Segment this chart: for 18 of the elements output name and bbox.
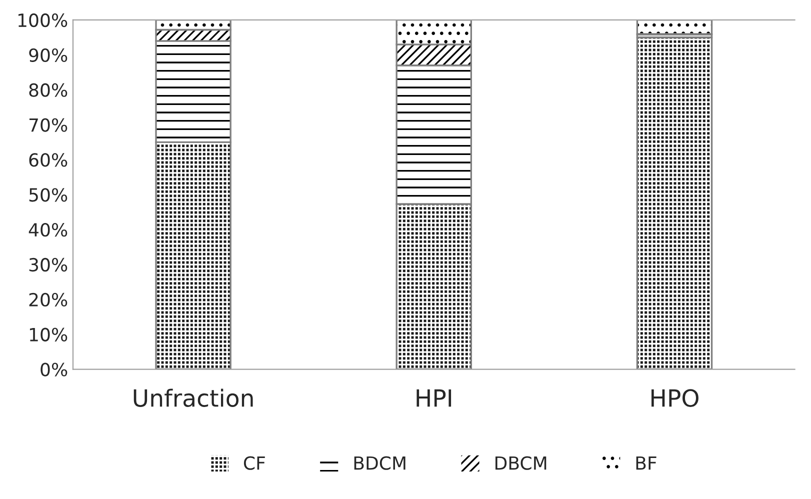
legend-label: DBCM bbox=[496, 456, 546, 470]
x-tick-label: HPI bbox=[416, 389, 452, 407]
y-tick-label: 50% bbox=[29, 188, 68, 202]
y-tick-label: 80% bbox=[29, 83, 68, 97]
y-tick-label: 0% bbox=[40, 362, 68, 376]
y-tick-label: 30% bbox=[29, 258, 68, 272]
legend-label: CF bbox=[244, 456, 265, 470]
y-tick-label: 10% bbox=[30, 328, 68, 342]
y-tick-label: 40% bbox=[28, 223, 68, 237]
x-tick-label: Unfraction bbox=[134, 388, 253, 407]
y-tick-label: 100% bbox=[18, 13, 68, 28]
y-tick-label: 20% bbox=[29, 292, 68, 307]
x-tick-label: HPO bbox=[652, 389, 698, 407]
y-tick-label: 70% bbox=[29, 118, 68, 132]
y-tick-label: 90% bbox=[29, 48, 68, 62]
y-tick-label: 60% bbox=[29, 153, 68, 167]
legend-label: BF bbox=[636, 456, 656, 470]
legend-label: BDCM bbox=[354, 456, 406, 470]
